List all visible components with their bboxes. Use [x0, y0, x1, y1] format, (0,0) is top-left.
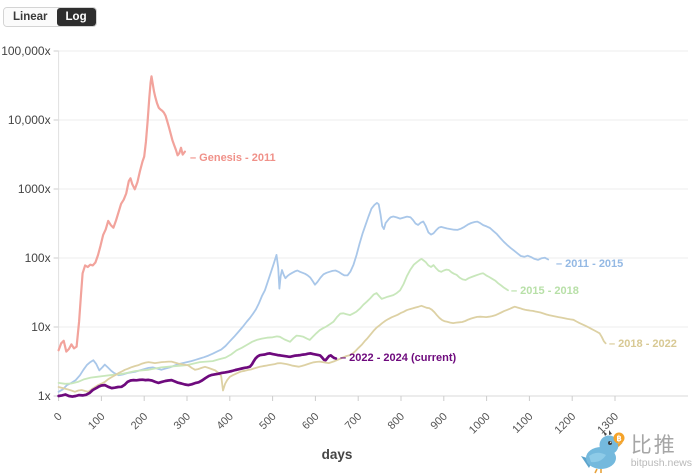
x-tick-label: 700: [343, 411, 364, 432]
y-tick-label: 1x: [38, 389, 51, 403]
x-tick-label: 400: [214, 411, 235, 432]
series-label-2022-2024-current-: – 2022 - 2024 (current): [340, 352, 457, 364]
svg-text:฿: ฿: [616, 434, 621, 443]
x-tick-label: 600: [300, 411, 321, 432]
x-tick-label: 900: [428, 411, 449, 432]
x-tick-label: 0: [52, 411, 65, 424]
x-tick-label: 1200: [553, 411, 579, 437]
series-line-2011-2015[interactable]: [57, 202, 550, 393]
log-scale-button[interactable]: Log: [56, 8, 96, 26]
y-tick-label: 10x: [31, 320, 50, 334]
x-axis-title: days: [321, 447, 353, 462]
y-tick-label: 1000x: [18, 182, 51, 196]
series-line-genesis-2011[interactable]: [57, 75, 186, 353]
bitpush-watermark: ฿ 比推 bitpush.news: [579, 430, 692, 474]
y-tick-label: 100x: [25, 251, 51, 265]
x-tick-label: 100: [86, 411, 107, 432]
bitpush-brand-cn: 比推: [630, 433, 677, 457]
y-tick-label: 100,000x: [1, 44, 50, 58]
bitpush-bird-icon: ฿: [580, 430, 625, 474]
series-label-2015-2018: – 2015 - 2018: [511, 285, 579, 297]
bitpush-brand-domain: bitpush.news: [630, 457, 692, 470]
series-line-2018-2022[interactable]: [57, 304, 607, 393]
linear-scale-button[interactable]: Linear: [4, 8, 57, 26]
series-label-2018-2022: – 2018 - 2022: [609, 338, 677, 350]
series-label-2011-2015: – 2011 - 2015: [556, 258, 623, 270]
x-tick-label: 200: [129, 411, 150, 432]
x-tick-label: 800: [386, 411, 407, 432]
scale-toggle: Linear Log: [3, 7, 97, 27]
x-tick-label: 1100: [510, 411, 535, 436]
series-label-genesis-2011: – Genesis - 2011: [190, 152, 276, 164]
x-tick-label: 300: [172, 411, 193, 432]
series-line-2022-2024-current-[interactable]: [57, 352, 338, 398]
series-line-2015-2018[interactable]: [57, 258, 509, 385]
x-tick-label: 1000: [467, 411, 493, 437]
y-tick-label: 10,000x: [8, 113, 51, 127]
x-tick-label: 500: [257, 411, 278, 432]
